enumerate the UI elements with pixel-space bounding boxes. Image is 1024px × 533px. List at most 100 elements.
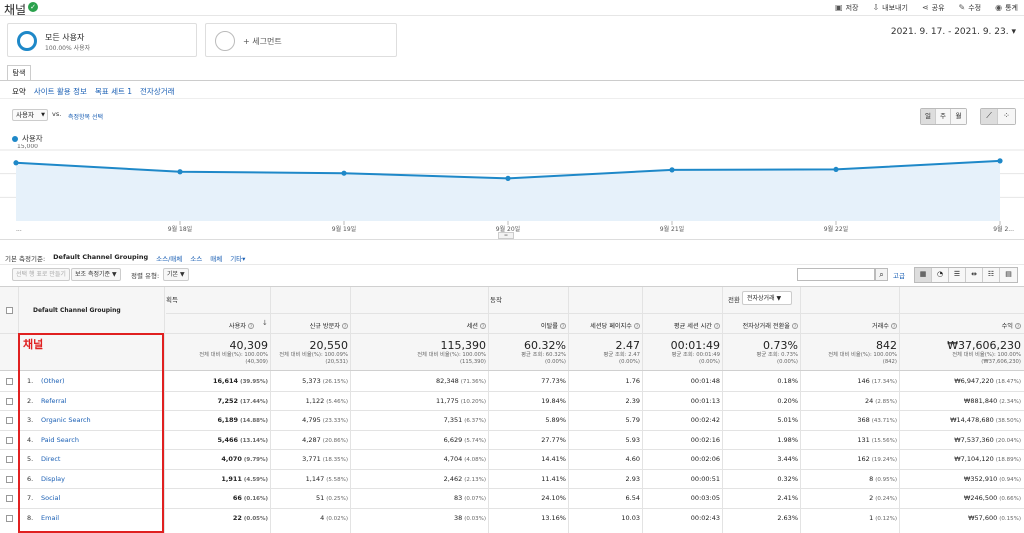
share-button[interactable]: ⋖ 공유	[921, 3, 945, 12]
column-header-label: 수익	[1001, 323, 1013, 330]
period-month-button[interactable]: 월	[951, 109, 966, 124]
insights-button[interactable]: ◉ 통계	[995, 3, 1018, 12]
tab-explorer[interactable]: 탐색	[7, 65, 31, 81]
row-checkbox[interactable]	[6, 378, 13, 385]
sort-type-select[interactable]: 기본 ▼	[163, 268, 189, 281]
channel-link[interactable]: Email	[41, 513, 60, 522]
table-cell: 00:02:16	[644, 436, 720, 444]
line-chart-icon[interactable]: ⟋	[981, 109, 998, 124]
total-note: 전체 대비 비율(%): 100.00%	[417, 352, 486, 358]
subtab-goal-set[interactable]: 목표 세트 1	[94, 87, 133, 96]
channel-link[interactable]: Direct	[41, 455, 61, 463]
column-header-2[interactable]: 세션?	[352, 321, 486, 330]
x-tick-label: 9월 19일	[332, 225, 356, 233]
verified-check-icon: ✓	[28, 2, 38, 12]
channel-link[interactable]: Social	[41, 494, 61, 502]
x-tick-label: 9월 22일	[824, 225, 848, 233]
chart-resize-handle[interactable]: ═	[498, 232, 514, 239]
motion-chart-icon[interactable]: ⁘	[998, 109, 1015, 124]
channel-link[interactable]: Organic Search	[41, 416, 91, 424]
help-icon[interactable]: ?	[891, 323, 897, 329]
edit-button[interactable]: ✎ 수정	[958, 3, 982, 12]
save-button[interactable]: ▣ 저장	[835, 3, 859, 12]
data-table-icon[interactable]: ▦	[915, 268, 932, 282]
subtab-ecommerce[interactable]: 전자상거래	[140, 87, 175, 96]
table-cell: ₩57,600 (0.15%)	[901, 514, 1021, 522]
dimension-source-medium[interactable]: 소스/매체	[156, 255, 183, 263]
total-cell: 60.32% 평균 조회: 60.32% (0.00%)	[490, 339, 566, 366]
dimension-source[interactable]: 소스	[190, 255, 203, 263]
row-divider	[166, 313, 1024, 314]
table-cell: 6,189 (14.88%)	[166, 416, 269, 424]
search-icon[interactable]: ⌕	[875, 268, 888, 281]
conversion-select[interactable]: 전자상거래 ▼	[742, 291, 792, 305]
sort-type-label: 정렬 유형:	[131, 272, 160, 280]
row-checkbox[interactable]	[6, 475, 13, 483]
cell-value: 0.20%	[777, 396, 798, 405]
segment-all-users[interactable]: 모든 사용자 100.00% 사용자	[7, 23, 197, 57]
table-cell: 0.20%	[724, 397, 798, 405]
column-header-6[interactable]: 전자상거래 전환율?	[724, 321, 798, 330]
cell-percent: (71.36%)	[460, 379, 486, 385]
y-tick-label: 15,000	[17, 144, 38, 150]
comparison-icon[interactable]: ⇹	[966, 268, 983, 282]
metric-select[interactable]: 사용자 ▼	[12, 109, 48, 121]
help-icon[interactable]: ?	[714, 323, 720, 329]
date-range-picker[interactable]: 2021. 9. 17. - 2021. 9. 23. ▾	[890, 27, 1016, 37]
subtabs: 요약 사이트 활용 정보 목표 세트 1 전자상거래	[12, 86, 175, 97]
table-search-input[interactable]	[797, 268, 875, 281]
cell-value: 24.10%	[541, 494, 566, 502]
column-header-8[interactable]: 수익?	[901, 321, 1021, 330]
pivot-icon[interactable]: ▤	[1000, 268, 1017, 282]
period-day-button[interactable]: 일	[921, 109, 936, 124]
dimension-other[interactable]: 기타▾	[230, 255, 246, 263]
dimension-medium[interactable]: 매체	[210, 255, 223, 263]
sort-desc-icon[interactable]: ↓	[262, 319, 268, 327]
help-icon[interactable]: ?	[1015, 323, 1021, 329]
total-note: (0.00%)	[777, 359, 798, 365]
row-checkbox[interactable]	[6, 495, 13, 502]
cell-value: 5.89%	[545, 416, 566, 424]
channel-link[interactable]: Referral	[41, 396, 67, 405]
dimension-default-channel[interactable]: Default Channel Grouping	[53, 253, 149, 261]
help-icon[interactable]: ?	[634, 323, 640, 329]
help-icon[interactable]: ?	[480, 323, 486, 329]
help-icon[interactable]: ?	[792, 323, 798, 329]
column-header-7[interactable]: 거래수?	[802, 321, 897, 330]
channel-link[interactable]: Paid Search	[41, 435, 79, 444]
export-button[interactable]: ⇩ 내보내기	[872, 3, 908, 12]
select-metric-link[interactable]: 측정항목 선택	[68, 114, 104, 121]
help-icon[interactable]: ?	[342, 323, 348, 329]
channel-link[interactable]: (Other)	[41, 377, 65, 385]
channel-link[interactable]: Display	[41, 474, 65, 483]
subtab-summary[interactable]: 요약	[12, 87, 26, 96]
column-header-5[interactable]: 평균 세션 시간?	[644, 321, 720, 330]
column-header-3[interactable]: 이탈률?	[490, 321, 566, 330]
row-checkbox[interactable]	[6, 436, 13, 444]
secondary-dimension-select[interactable]: 보조 측정기준 ▼	[71, 268, 121, 281]
column-header-1[interactable]: 신규 방문자?	[272, 321, 348, 330]
add-segment-button[interactable]: + 세그먼트	[205, 23, 397, 57]
term-cloud-icon[interactable]: ☷	[983, 268, 1000, 282]
row-divider	[0, 507, 1024, 509]
table-cell: 368 (43.71%)	[802, 416, 897, 424]
pie-chart-icon[interactable]: ◔	[932, 268, 949, 282]
row-checkbox[interactable]	[6, 456, 13, 463]
select-all-checkbox[interactable]	[6, 307, 13, 314]
subtab-site-usage[interactable]: 사이트 활용 정보	[33, 87, 87, 96]
period-week-button[interactable]: 주	[936, 109, 951, 124]
table-cell: ₩881,840 (2.34%)	[901, 397, 1021, 405]
help-icon[interactable]: ?	[560, 323, 566, 329]
total-cell: 115,390 전체 대비 비율(%): 100.00% (115,390)	[352, 339, 486, 366]
row-checkbox[interactable]	[6, 514, 13, 522]
cell-percent: (13.14%)	[240, 437, 268, 444]
help-icon[interactable]: ?	[248, 323, 254, 329]
column-header-0[interactable]: 사용자?	[166, 321, 254, 330]
performance-icon[interactable]: ☰	[949, 268, 966, 282]
advanced-filter-link[interactable]: 고급	[893, 272, 905, 280]
row-checkbox[interactable]	[6, 417, 13, 424]
dimension-column-header[interactable]: Default Channel Grouping	[33, 307, 121, 314]
row-checkbox[interactable]	[6, 397, 13, 405]
column-header-4[interactable]: 세션당 페이지수?	[570, 321, 640, 330]
plot-rows-button[interactable]: 선택 행 표로 만들기	[12, 268, 70, 281]
